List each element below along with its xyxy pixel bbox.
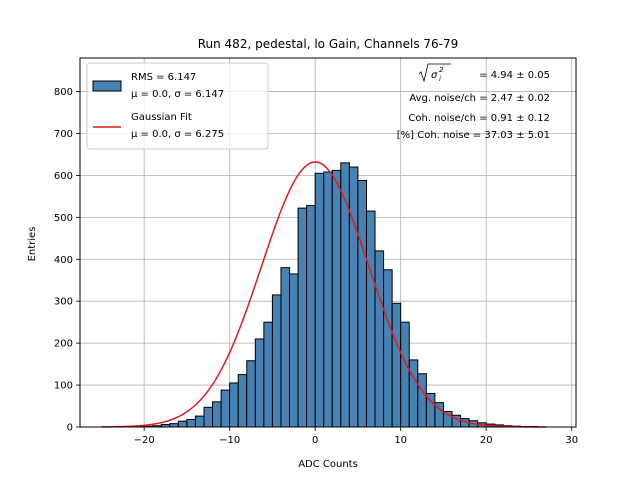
x-axis-ticks: −20 −10 0 10 20 30 [134, 427, 578, 446]
sigma-value: = 4.94 ± 0.05 [479, 70, 550, 81]
histogram-bar [169, 423, 179, 428]
histogram-bar [417, 373, 427, 428]
x-tick-label: 30 [565, 435, 578, 446]
histogram-bar [220, 389, 231, 428]
plot-frame [79, 57, 577, 428]
y-axis-ticks: 0 100 200 300 400 500 600 700 800 [54, 87, 80, 434]
histogram-bar [203, 406, 214, 428]
y-tick-label: 600 [54, 171, 73, 182]
histogram-bar [194, 415, 205, 428]
sigma-symbol: σ [431, 70, 438, 81]
legend-fit-mu-sigma: μ = 0.0, σ = 6.275 [131, 129, 224, 140]
sigma-superscript: 2 [439, 66, 444, 74]
x-axis-label: ADC Counts [298, 459, 358, 470]
x-tick-label: −10 [219, 435, 240, 446]
x-tick-label: 10 [394, 435, 407, 446]
histogram-bar [365, 210, 376, 428]
histogram-bar [212, 401, 222, 428]
legend-histogram-swatch [92, 80, 122, 92]
histogram-bar [280, 267, 291, 428]
x-tick-label: 20 [480, 435, 493, 446]
legend-histogram-mu-sigma: μ = 0.0, σ = 6.147 [131, 89, 224, 100]
y-tick-label: 100 [54, 381, 73, 392]
histogram-bar [229, 382, 239, 428]
coh-noise-text: Coh. noise/ch = 0.91 ± 0.12 [408, 113, 550, 124]
legend-fit-label: Gaussian Fit [131, 112, 192, 123]
noise-annotations: σ 2 i = 4.94 ± 0.05 Avg. noise/ch = 2.47… [397, 63, 550, 141]
sigma-subscript: i [439, 75, 441, 83]
x-tick-label: 0 [312, 435, 318, 446]
x-tick-label: −20 [134, 435, 155, 446]
legend: RMS = 6.147 μ = 0.0, σ = 6.147 Gaussian … [86, 62, 269, 150]
histogram-bar [297, 207, 308, 428]
histogram-bar [263, 321, 273, 428]
y-tick-label: 0 [67, 423, 73, 434]
y-tick-label: 400 [54, 255, 73, 266]
histogram-bar [383, 269, 393, 428]
gaussian-fit [101, 161, 547, 428]
histogram-bar [289, 273, 299, 428]
avg-noise-text: Avg. noise/ch = 2.47 ± 0.02 [409, 93, 550, 104]
histogram-bar [408, 359, 419, 428]
histogram-bar [246, 360, 256, 428]
histogram-bar [357, 179, 367, 428]
y-axis-label: Entries [27, 227, 38, 262]
histogram-bar [177, 420, 188, 428]
histogram-bar [400, 321, 410, 428]
histogram-bar [323, 171, 333, 428]
histogram-bar [374, 250, 385, 428]
histogram-bar [254, 338, 265, 428]
chart-title: Run 482, pedestal, lo Gain, Channels 76-… [198, 37, 459, 51]
histogram-bar [314, 172, 325, 428]
y-tick-label: 200 [54, 339, 73, 350]
histogram-bar [391, 302, 402, 428]
legend-histogram-label: RMS = 6.147 [131, 72, 196, 83]
histogram-bar [271, 294, 282, 428]
fit-curve [101, 161, 547, 428]
histogram-bar [306, 205, 316, 428]
histogram-bar [186, 418, 196, 428]
legend-frame [86, 62, 269, 150]
y-tick-label: 300 [54, 297, 73, 308]
histogram-bar [348, 166, 359, 428]
y-tick-label: 700 [54, 129, 73, 140]
histogram-bar [237, 374, 248, 428]
coh-percent-text: [%] Coh. noise = 37.03 ± 5.01 [397, 130, 550, 141]
sqrt-symbol [418, 63, 451, 83]
sigma-formula: σ 2 i = 4.94 ± 0.05 [418, 63, 550, 83]
histogram-bar [340, 162, 350, 428]
y-tick-label: 800 [54, 87, 73, 98]
y-tick-label: 500 [54, 213, 73, 224]
histogram-bar [331, 169, 342, 428]
